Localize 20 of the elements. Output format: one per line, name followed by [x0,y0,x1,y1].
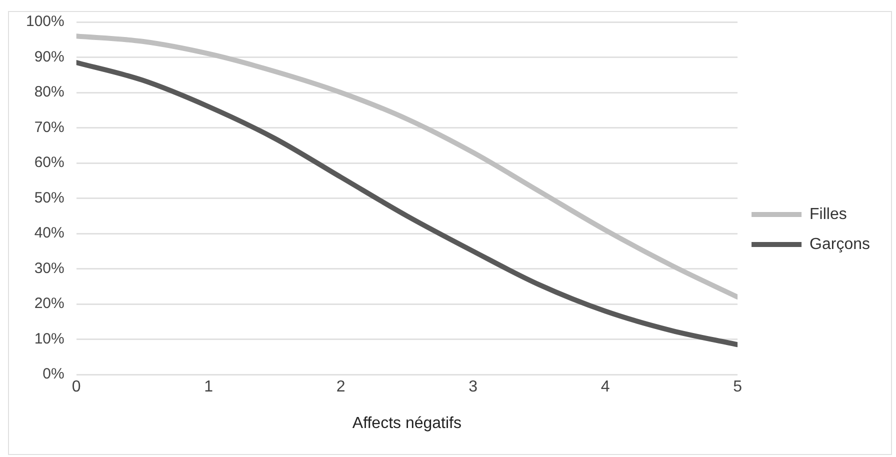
x-tick-label: 5 [733,378,742,396]
y-tick-label: 60% [34,154,64,172]
x-tick-label: 0 [72,378,81,396]
y-tick-label: 20% [34,295,64,312]
y-tick-label: 40% [34,224,64,242]
y-tick-label: 100% [26,13,64,30]
x-axis-title: Affects négatifs [352,414,462,432]
y-tick-label: 80% [34,84,64,101]
y-tick-label: 50% [34,189,64,206]
y-tick-label: 10% [34,330,64,348]
x-tick-label: 1 [204,378,214,396]
y-tick-label: 0% [42,366,64,383]
y-tick-label: 70% [34,118,64,136]
x-tick-label: 4 [600,378,610,396]
legend-label: Filles [810,206,847,223]
y-tick-label: 90% [34,48,64,66]
y-tick-label: 30% [34,260,64,277]
x-tick-label: 3 [468,378,478,396]
legend-label: Garçons [810,236,870,253]
x-tick-label: 2 [336,378,346,396]
